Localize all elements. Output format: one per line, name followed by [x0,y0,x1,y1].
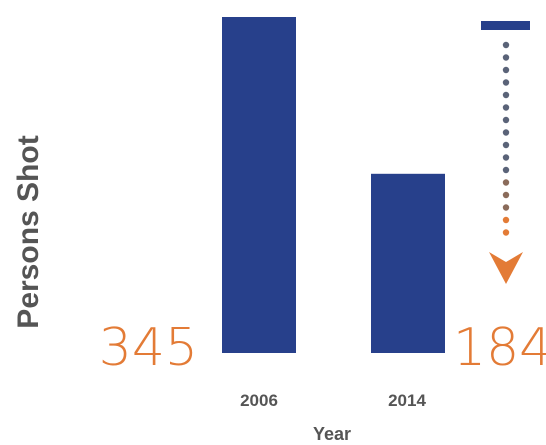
arrow-dot [502,41,510,49]
arrow-dot [502,116,510,124]
x-tick-2006: 2006 [240,391,278,410]
arrow-dot [502,191,510,199]
decrease-arrow-icon [481,21,530,284]
arrow-dot [502,129,510,136]
arrow-dot [502,179,510,186]
arrow-dot [502,216,510,224]
arrow-dot [502,154,510,161]
x-axis-label: Year [313,424,351,444]
arrow-dot [502,104,510,111]
bar-2014 [371,173,445,353]
bar-2006 [222,17,296,353]
arrow-dot [502,166,510,174]
arrow-dot [502,66,510,74]
arrow-dot [502,79,510,86]
data-label-2014: 184 [453,318,546,378]
arrow-dot [502,54,510,61]
bars-group [222,17,445,353]
arrow-dot [502,204,510,211]
arrow-dot [502,91,510,99]
y-axis-label: Persons Shot [12,135,45,328]
arrow-cap [481,21,530,30]
arrow-dot [502,141,510,149]
x-tick-2014: 2014 [388,391,426,410]
data-label-2006: 345 [99,318,198,378]
arrow-head [489,252,523,284]
arrow-dot [502,229,510,236]
